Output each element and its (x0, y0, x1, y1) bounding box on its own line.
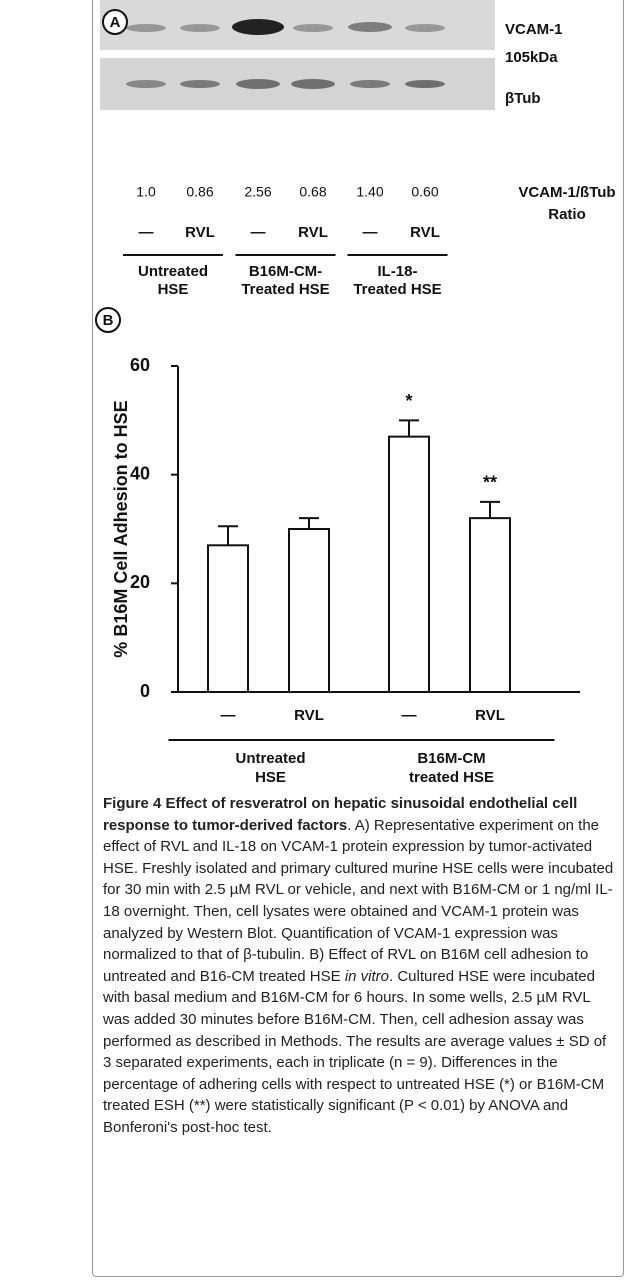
bar (470, 518, 510, 692)
group-label: Treated HSE (353, 281, 441, 298)
ratio-value: 1.40 (356, 184, 383, 200)
annotation: ** (483, 473, 497, 493)
treatment-label: — (251, 224, 266, 241)
y-tick-label: 20 (130, 572, 150, 592)
x-tick-label: — (402, 707, 417, 724)
ratio-value: 2.56 (244, 184, 271, 200)
treatment-label: RVL (185, 224, 215, 241)
page: A B VCAM-1 105kDa βTub 1.0 0.86 2.56 0.68 1.40 0… (0, 0, 629, 1283)
ratio-value: 0.86 (186, 184, 213, 200)
treatment-label: — (363, 224, 378, 241)
group-label: B16M-CM- (249, 263, 322, 280)
marker-label: βTub (505, 90, 541, 107)
group-label: Untreated (138, 263, 208, 280)
y-tick-label: 60 (130, 355, 150, 375)
x-tick-label: — (221, 707, 236, 724)
x-tick-label: RVL (294, 707, 324, 724)
treatment-label: RVL (298, 224, 328, 241)
panel-label: A (110, 14, 121, 31)
group-label: HSE (158, 281, 189, 298)
ratio-value: 0.68 (299, 184, 326, 200)
marker-label: 105kDa (505, 49, 558, 66)
x-tick-label: RVL (475, 707, 505, 724)
group-label: IL-18- (377, 263, 417, 280)
treatment-label: RVL (410, 224, 440, 241)
group-label: Treated HSE (241, 281, 329, 298)
y-tick-label: 40 (130, 463, 150, 483)
group-label: Untreated (235, 750, 305, 767)
annotation: * (405, 391, 412, 411)
caption: Figure 4 Effect of resveratrol on hepati… (103, 793, 615, 1139)
caption-italic: in vitro (345, 968, 389, 985)
bar (389, 437, 429, 692)
group-label: treated HSE (409, 769, 494, 786)
group-label: HSE (255, 769, 286, 786)
caption-text: . A) Representative experiment on the ef… (103, 817, 613, 985)
ratio-value: 1.0 (136, 184, 156, 200)
bar (208, 545, 248, 692)
caption-text: . Cultured HSE were incubated with basal… (103, 968, 606, 1136)
marker-label: VCAM-1 (505, 21, 563, 38)
y-tick-label: 0 (140, 681, 150, 701)
ratio-value: 0.60 (411, 184, 438, 200)
figure: A B VCAM-1 105kDa βTub 1.0 0.86 2.56 0.68 1.40 0… (0, 0, 629, 790)
treatment-label: — (139, 224, 154, 241)
ratio-label: Ratio (548, 206, 586, 223)
group-label: B16M-CM (417, 750, 485, 767)
y-axis-label: % B16M Cell Adhesion to HSE (111, 400, 131, 657)
bar (289, 529, 329, 692)
ratio-label: VCAM-1/ßTub (518, 184, 615, 201)
panel-label: B (103, 312, 114, 329)
